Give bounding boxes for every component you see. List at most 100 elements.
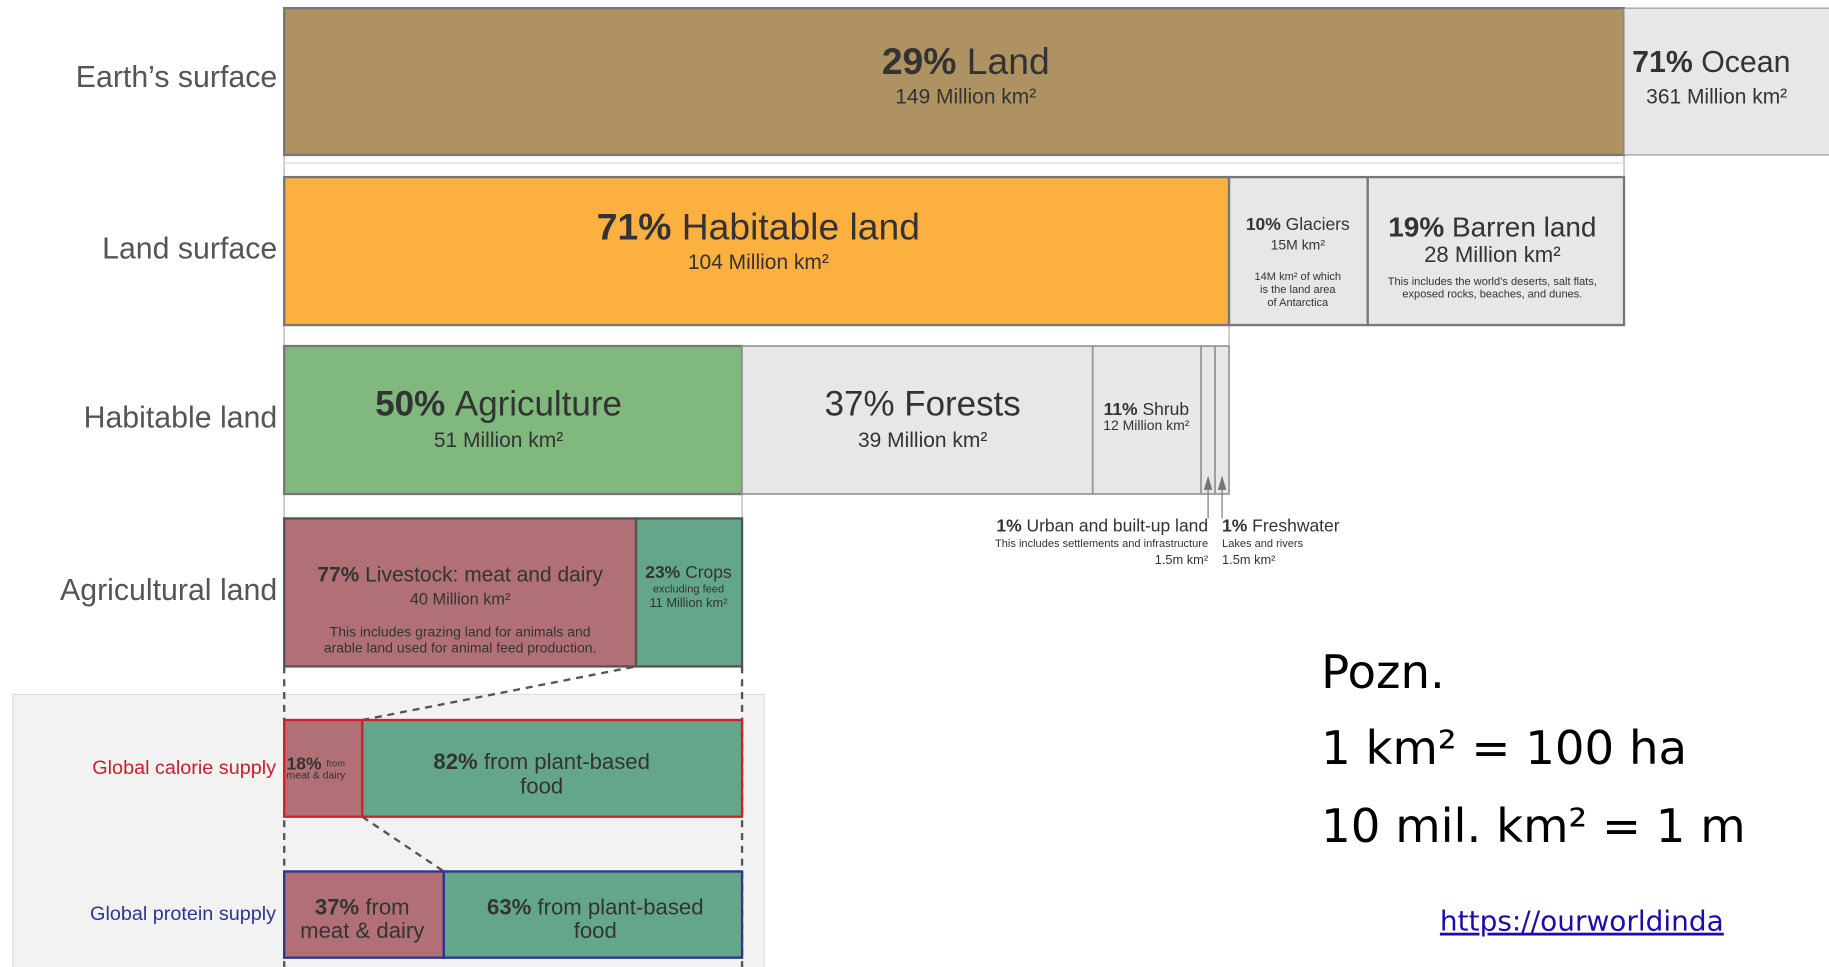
name: from <box>365 895 409 920</box>
supply-label: Global calorie supply <box>92 757 276 779</box>
name: Forests <box>904 385 1020 424</box>
name: Land <box>967 40 1050 82</box>
pct: 19% <box>1388 212 1444 243</box>
note: Lakes and rivers <box>1222 538 1304 550</box>
segment-urban <box>1200 345 1216 495</box>
name: meat & dairy <box>300 918 425 943</box>
pct: 37% <box>315 895 360 920</box>
segment-crops <box>634 517 744 668</box>
segment-habitable <box>283 175 1231 327</box>
pct: 23% <box>645 562 680 582</box>
segment-ocean <box>1623 7 1829 156</box>
segment-title: 63% from plant-based <box>487 895 703 920</box>
segment-title: 19% Barren land <box>1388 212 1596 243</box>
row-label: Agricultural land <box>60 574 277 607</box>
pct: 1% <box>996 515 1022 535</box>
arrows <box>1203 475 1227 519</box>
segment-title: 1% Freshwater <box>1222 515 1340 535</box>
name: Habitable land <box>682 205 920 247</box>
note: arable land used for animal feed product… <box>324 640 597 656</box>
segment-title: 11% Shrub <box>1104 399 1189 419</box>
segment-title: 29% Land <box>882 40 1050 82</box>
note: 14M km² of which <box>1255 271 1342 283</box>
pct: 10% <box>1246 213 1281 233</box>
note-title: Pozn. <box>1321 645 1445 699</box>
note: of Antarctica <box>1267 297 1329 309</box>
segment-title: 37% Forests <box>825 385 1021 424</box>
name: Livestock: meat and dairy <box>365 563 603 586</box>
area: 11 Million km² <box>649 595 728 610</box>
area: 104 Million km² <box>688 251 829 274</box>
segment-title: 37% from <box>315 895 410 920</box>
segment-freshwater <box>1214 345 1230 495</box>
name: Agriculture <box>455 385 622 424</box>
name: Ocean <box>1701 46 1790 79</box>
area: 39 Million km² <box>858 429 987 452</box>
row-label: Earth’s surface <box>76 61 277 94</box>
note-line: 1 km² = 100 ha <box>1321 721 1687 775</box>
segment-barren <box>1366 175 1626 327</box>
pct: 18% <box>287 753 322 773</box>
name: from plant-based <box>537 895 703 920</box>
note: This includes grazing land for animals a… <box>330 623 591 639</box>
segment-forests <box>741 345 1094 495</box>
segment-title: 1% Urban and built-up land <box>996 515 1208 535</box>
pct: 1% <box>1222 515 1248 535</box>
note-line: 10 mil. km² = 1 m <box>1321 799 1746 853</box>
name: Glaciers <box>1286 213 1350 233</box>
pct: 77% <box>317 563 359 586</box>
pct: 71% <box>597 205 672 247</box>
note: is the land area <box>1260 284 1336 296</box>
note: This includes settlements and infrastruc… <box>995 538 1208 550</box>
name: from <box>326 759 345 769</box>
segment-agriculture <box>283 344 744 496</box>
name: Crops <box>685 562 732 582</box>
name: Urban and built-up land <box>1026 515 1208 535</box>
name: Barren land <box>1452 212 1597 243</box>
pct: 11% <box>1104 399 1138 419</box>
segment-title: 50% Agriculture <box>375 385 622 424</box>
note: excluding feed <box>653 583 724 595</box>
name: Shrub <box>1142 399 1189 419</box>
area: 28 Million km² <box>1424 242 1560 267</box>
name: Freshwater <box>1252 515 1340 535</box>
segment-title: 23% Crops <box>645 562 732 582</box>
segment-title: 77% Livestock: meat and dairy <box>317 563 603 586</box>
row-label: Habitable land <box>84 401 278 434</box>
note: exposed rocks, beaches, and dunes. <box>1402 289 1582 301</box>
segment-title: 10% Glaciers <box>1246 213 1350 233</box>
segment-land <box>283 6 1626 157</box>
pct: 63% <box>487 895 532 920</box>
name: meat & dairy <box>287 771 347 782</box>
area: 149 Million km² <box>895 85 1036 108</box>
segment-calorie-plant <box>361 718 744 818</box>
segment-protein-plant <box>442 870 744 959</box>
segment-title: 18% from <box>287 753 346 773</box>
pct: 29% <box>882 40 957 82</box>
area: 40 Million km² <box>410 590 511 608</box>
area: 51 Million km² <box>434 429 563 452</box>
area: 15M km² <box>1271 237 1326 253</box>
segment-protein-meat <box>283 870 445 959</box>
area: 361 Million km² <box>1646 85 1787 108</box>
segment-glaciers <box>1227 175 1369 327</box>
name: food <box>574 918 617 943</box>
pct: 71% <box>1632 46 1693 79</box>
area: 1.5m km² <box>1155 552 1209 567</box>
area: 12 Million km² <box>1103 417 1190 433</box>
area: 1.5m km² <box>1222 552 1276 567</box>
pct: 37% <box>825 385 895 424</box>
source-link[interactable]: https://ourworldinda <box>1440 905 1724 938</box>
note: This includes the world’s deserts, salt … <box>1388 276 1597 288</box>
segment-title: 82% from plant-based <box>433 749 649 774</box>
segment-title: 71% Ocean <box>1632 46 1790 79</box>
segment-title: 71% Habitable land <box>597 205 920 247</box>
name: food <box>520 773 563 798</box>
pct: 82% <box>433 749 478 774</box>
connectors <box>283 154 1625 519</box>
row-label: Land surface <box>102 232 277 265</box>
name: from plant-based <box>484 749 650 774</box>
pct: 50% <box>375 385 445 424</box>
supply-label: Global protein supply <box>90 903 276 925</box>
